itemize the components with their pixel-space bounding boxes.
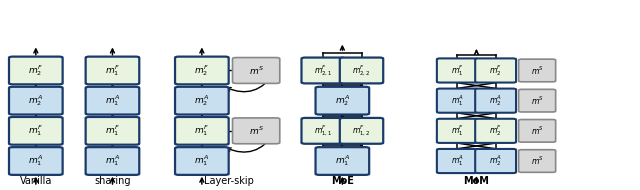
FancyBboxPatch shape [175,87,228,115]
Text: $m_{2}^{A}$: $m_{2}^{A}$ [489,154,502,169]
FancyBboxPatch shape [9,87,63,115]
Text: $m^S$: $m^S$ [248,64,264,77]
Text: $m^S$: $m^S$ [531,155,543,167]
FancyBboxPatch shape [437,119,477,143]
FancyBboxPatch shape [340,58,383,83]
Text: $m^S$: $m^S$ [531,125,543,137]
Text: $m_{1}^{F}$: $m_{1}^{F}$ [105,123,120,138]
FancyBboxPatch shape [518,150,556,172]
FancyBboxPatch shape [475,89,516,113]
FancyBboxPatch shape [86,117,140,145]
Text: $m_{1}^{F}$: $m_{1}^{F}$ [28,123,44,138]
Text: $m^S$: $m^S$ [531,64,543,77]
Text: $m_{1}^{A}$: $m_{1}^{A}$ [451,93,464,108]
Text: $m_{1}^{F}$: $m_{1}^{F}$ [451,63,464,78]
Text: $m_{2,2}^F$: $m_{2,2}^F$ [352,63,371,78]
FancyBboxPatch shape [437,89,477,113]
Text: $m_{1}^{F}$: $m_{1}^{F}$ [105,63,120,78]
Text: $m^S$: $m^S$ [248,125,264,137]
Text: $m_{2}^{A}$: $m_{2}^{A}$ [335,93,350,108]
FancyBboxPatch shape [9,147,63,175]
FancyBboxPatch shape [175,117,228,145]
Text: MoE: MoE [331,176,354,185]
FancyBboxPatch shape [437,149,477,173]
Text: $m_{1,2}^F$: $m_{1,2}^F$ [352,124,371,138]
Text: $m_{1}^{F}$: $m_{1}^{F}$ [451,123,464,138]
Text: Vanilla: Vanilla [20,176,52,185]
FancyBboxPatch shape [301,118,345,144]
FancyBboxPatch shape [9,57,63,84]
Text: $m_{1}^{A}$: $m_{1}^{A}$ [195,154,209,169]
Text: $m_{2}^{A}$: $m_{2}^{A}$ [195,93,209,108]
FancyBboxPatch shape [9,117,63,145]
Text: $m_{2}^{A}$: $m_{2}^{A}$ [28,93,44,108]
Text: $m^S$: $m^S$ [531,94,543,107]
Text: $m_{1}^{A}$: $m_{1}^{A}$ [451,154,464,169]
FancyBboxPatch shape [175,147,228,175]
FancyBboxPatch shape [518,89,556,112]
Text: $m_{1}^{A}$: $m_{1}^{A}$ [105,93,120,108]
Text: MoM: MoM [463,176,490,185]
FancyBboxPatch shape [340,118,383,144]
Text: $m_{1}^{A}$: $m_{1}^{A}$ [335,154,350,169]
FancyBboxPatch shape [518,59,556,82]
FancyBboxPatch shape [301,58,345,83]
FancyBboxPatch shape [316,147,369,175]
Text: $m_{1}^{A}$: $m_{1}^{A}$ [105,154,120,169]
Text: Layer-skip: Layer-skip [204,176,254,185]
Text: $m_{2,1}^F$: $m_{2,1}^F$ [314,63,332,78]
FancyBboxPatch shape [437,58,477,82]
FancyBboxPatch shape [175,57,228,84]
Text: $m_{2}^{F}$: $m_{2}^{F}$ [489,63,502,78]
Text: $m_{2}^{F}$: $m_{2}^{F}$ [195,63,209,78]
Text: $m_{2}^{A}$: $m_{2}^{A}$ [489,93,502,108]
FancyBboxPatch shape [316,87,369,115]
FancyBboxPatch shape [86,147,140,175]
Text: $m_{2}^{F}$: $m_{2}^{F}$ [489,123,502,138]
Text: $m_{1}^{A}$: $m_{1}^{A}$ [28,154,44,169]
FancyBboxPatch shape [232,58,280,83]
Text: $m_{1}^{F}$: $m_{1}^{F}$ [195,123,209,138]
FancyBboxPatch shape [86,87,140,115]
Text: $m_{2}^{F}$: $m_{2}^{F}$ [28,63,44,78]
Text: $m_{1,1}^F$: $m_{1,1}^F$ [314,124,332,138]
FancyBboxPatch shape [232,118,280,144]
Text: Parameter-
sharing: Parameter- sharing [86,164,140,185]
FancyBboxPatch shape [475,58,516,82]
FancyBboxPatch shape [86,57,140,84]
FancyBboxPatch shape [475,119,516,143]
FancyBboxPatch shape [475,149,516,173]
FancyBboxPatch shape [518,120,556,142]
